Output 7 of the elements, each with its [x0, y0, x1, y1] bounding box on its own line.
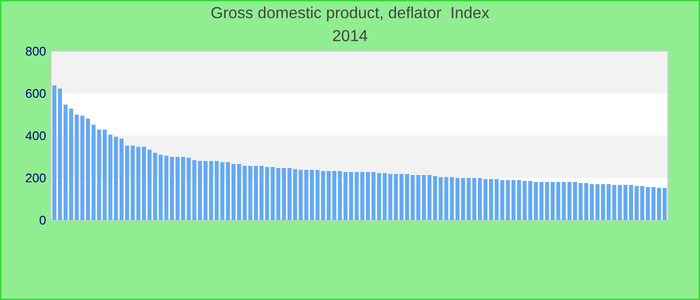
chart-title: Gross domestic product, deflator Index [211, 6, 490, 22]
y-tick-label: 0 [40, 216, 46, 225]
y-tick-label: 400 [26, 131, 46, 140]
y-tick-label: 200 [26, 174, 46, 182]
chart-subtitle: 2014 [333, 30, 368, 42]
y-tick-label: 600 [26, 89, 46, 98]
y-tick-label: 800 [26, 46, 46, 56]
